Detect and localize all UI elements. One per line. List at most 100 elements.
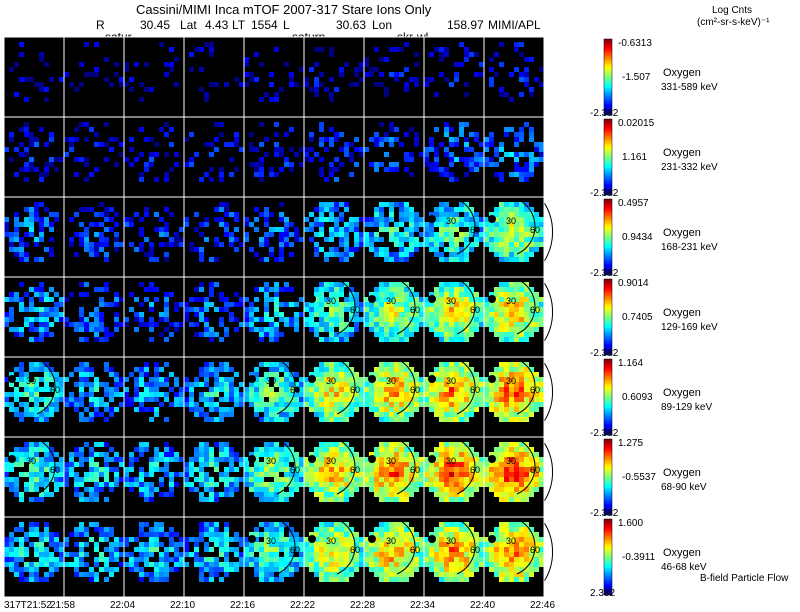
contour-label-60: 60 xyxy=(470,545,480,555)
planet-marker xyxy=(248,535,256,543)
cb-mid-2: 0.9434 xyxy=(622,231,653,244)
contour-label-60: 60 xyxy=(350,545,360,555)
species-0: Oxygen xyxy=(663,67,701,80)
energy-2: 168-231 keV xyxy=(661,241,718,254)
contour-label-30: 30 xyxy=(386,296,396,306)
time-tick-2: 22:04 xyxy=(110,599,135,612)
contour-label-60: 60 xyxy=(350,465,360,475)
species-2: Oxygen xyxy=(663,227,701,240)
contour-label-60: 60 xyxy=(50,465,60,475)
contour-label-60: 60 xyxy=(530,225,540,235)
planet-marker xyxy=(248,375,256,383)
cb-mid-1: 1.161 xyxy=(622,151,647,164)
cb-min-1: -2.382 xyxy=(590,187,618,200)
planet-marker xyxy=(8,455,16,463)
planet-marker xyxy=(368,375,376,383)
planet-marker xyxy=(428,215,436,223)
contour-label-60: 60 xyxy=(290,545,300,555)
planet-marker xyxy=(308,455,316,463)
contour-label-30: 30 xyxy=(446,216,456,226)
energy-1: 231-332 keV xyxy=(661,161,718,174)
contour-label-60: 60 xyxy=(470,305,480,315)
contour-label-30: 30 xyxy=(506,536,516,546)
contour-label-60: 60 xyxy=(470,225,480,235)
cb-min-4: -2.382 xyxy=(590,427,618,440)
contour-label-60: 60 xyxy=(530,385,540,395)
contour-label-60: 60 xyxy=(50,385,60,395)
contour-label-30: 30 xyxy=(326,376,336,386)
cb-min-6: 2.382 xyxy=(590,587,615,600)
planet-marker xyxy=(428,535,436,543)
contour-label-30: 30 xyxy=(446,376,456,386)
contour-label-60: 60 xyxy=(410,385,420,395)
cb-max-5: 1.275 xyxy=(618,437,643,450)
time-tick-4: 22:16 xyxy=(230,599,255,612)
colorbar-3 xyxy=(604,279,612,355)
cb-max-3: 0.9014 xyxy=(618,277,649,290)
cb-mid-3: 0.7405 xyxy=(622,311,653,324)
contour-label-30: 30 xyxy=(326,296,336,306)
time-tick-1: 21:58 xyxy=(50,599,75,612)
time-tick-9: 22:46 xyxy=(530,599,555,612)
cb-mid-0: -1.507 xyxy=(622,71,650,84)
energy-6: 46-68 keV xyxy=(661,561,707,574)
planet-marker xyxy=(488,375,496,383)
contour-label-60: 60 xyxy=(470,385,480,395)
colorbar-5 xyxy=(604,439,612,515)
contour-label-60: 60 xyxy=(410,545,420,555)
planet-marker xyxy=(8,375,16,383)
planet-marker xyxy=(488,215,496,223)
planet-marker xyxy=(428,295,436,303)
cb-mid-4: 0.6093 xyxy=(622,391,653,404)
contour-label-60: 60 xyxy=(290,465,300,475)
planet-marker xyxy=(308,295,316,303)
time-tick-8: 22:40 xyxy=(470,599,495,612)
planet-marker xyxy=(488,295,496,303)
planet-marker xyxy=(368,455,376,463)
time-tick-7: 22:34 xyxy=(410,599,435,612)
energy-0: 331-589 keV xyxy=(661,81,718,94)
contour-label-30: 30 xyxy=(326,456,336,466)
contour-label-60: 60 xyxy=(470,465,480,475)
planet-marker xyxy=(428,455,436,463)
species-6: Oxygen xyxy=(663,547,701,560)
planet-marker xyxy=(248,455,256,463)
planet-marker xyxy=(488,535,496,543)
cb-max-0: -0.6313 xyxy=(618,37,652,50)
planet-marker xyxy=(428,375,436,383)
contour-label-30: 30 xyxy=(446,536,456,546)
contour-label-30: 30 xyxy=(446,456,456,466)
contour-label-30: 30 xyxy=(266,536,276,546)
contour-label-30: 30 xyxy=(446,296,456,306)
contour-label-30: 30 xyxy=(506,216,516,226)
contour-label-30: 30 xyxy=(506,376,516,386)
energy-4: 89-129 keV xyxy=(661,401,712,414)
colorbar-6 xyxy=(604,519,612,595)
cb-max-4: 1.164 xyxy=(618,357,643,370)
contour-label-60: 60 xyxy=(290,385,300,395)
contour-label-60: 60 xyxy=(410,465,420,475)
cb-max-1: 0.02015 xyxy=(618,117,654,130)
time-tick-3: 22:10 xyxy=(170,599,195,612)
species-1: Oxygen xyxy=(663,147,701,160)
contour-label-60: 60 xyxy=(530,465,540,475)
colorbar-0 xyxy=(604,39,612,115)
contour-label-30: 30 xyxy=(386,536,396,546)
energy-3: 129-169 keV xyxy=(661,321,718,334)
colorbar-2 xyxy=(604,199,612,275)
cb-min-0: -2.382 xyxy=(590,107,618,120)
cb-min-5: -2.382 xyxy=(590,507,618,520)
species-3: Oxygen xyxy=(663,307,701,320)
contour-label-30: 30 xyxy=(326,536,336,546)
species-4: Oxygen xyxy=(663,387,701,400)
contour-label-30: 30 xyxy=(26,456,36,466)
colorbar-1 xyxy=(604,119,612,195)
energy-5: 68-90 keV xyxy=(661,481,707,494)
cb-mid-6: -0.3911 xyxy=(622,551,655,564)
contour-label-60: 60 xyxy=(530,545,540,555)
contour-label-60: 60 xyxy=(530,305,540,315)
contour-label-30: 30 xyxy=(506,456,516,466)
planet-marker xyxy=(368,535,376,543)
cb-mid-5: -0.5537 xyxy=(622,471,656,484)
